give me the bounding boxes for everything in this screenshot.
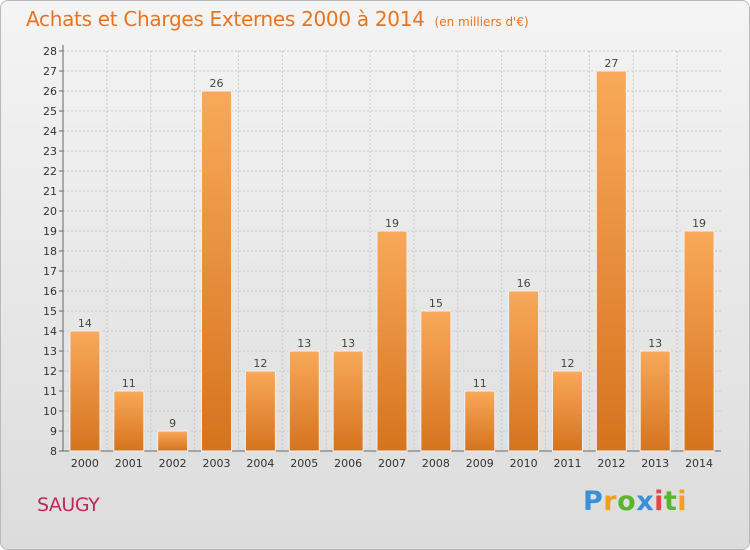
bar-2009 xyxy=(464,390,496,452)
proxiti-logo: Proxiti xyxy=(583,486,688,517)
x-tick-label-2007: 2007 xyxy=(378,457,406,470)
y-tick-label: 23 xyxy=(43,145,57,158)
y-tick-label: 17 xyxy=(43,265,57,278)
value-label-2007: 19 xyxy=(385,217,399,230)
x-tick-label-2009: 2009 xyxy=(466,457,494,470)
x-tick-label-2001: 2001 xyxy=(115,457,143,470)
bar-2014 xyxy=(683,230,715,452)
bar-2005 xyxy=(288,350,320,452)
y-tick-label: 21 xyxy=(43,185,57,198)
x-tick-label-2004: 2004 xyxy=(246,457,274,470)
y-tick-label: 26 xyxy=(43,85,57,98)
y-tick-label: 9 xyxy=(50,425,57,438)
y-tick-label: 27 xyxy=(43,65,57,78)
y-tick-label: 19 xyxy=(43,225,57,238)
value-label-2011: 12 xyxy=(560,357,574,370)
x-tick-label-2000: 2000 xyxy=(71,457,99,470)
bar-2007 xyxy=(376,230,408,452)
chart-title: Achats et Charges Externes 2000 à 2014 (e… xyxy=(26,7,529,31)
bar-2013 xyxy=(639,350,671,452)
value-label-2009: 11 xyxy=(473,377,487,390)
value-label-2000: 14 xyxy=(78,317,92,330)
chart-subtitle: (en milliers d'€) xyxy=(434,15,529,29)
value-label-2012: 27 xyxy=(604,57,618,70)
y-tick-label: 20 xyxy=(43,205,57,218)
value-label-2004: 12 xyxy=(253,357,267,370)
value-label-2010: 16 xyxy=(517,277,531,290)
x-tick-label-2008: 2008 xyxy=(422,457,450,470)
value-label-2013: 13 xyxy=(648,337,662,350)
value-label-2008: 15 xyxy=(429,297,443,310)
y-tick-label: 15 xyxy=(43,305,57,318)
value-label-2001: 11 xyxy=(122,377,136,390)
y-tick-label: 14 xyxy=(43,325,57,338)
y-tick-label: 12 xyxy=(43,365,57,378)
value-label-2003: 26 xyxy=(210,77,224,90)
value-label-2005: 13 xyxy=(297,337,311,350)
value-label-2002: 9 xyxy=(169,417,176,430)
y-tick-label: 8 xyxy=(50,445,57,458)
x-tick-label-2012: 2012 xyxy=(597,457,625,470)
y-tick-label: 25 xyxy=(43,105,57,118)
x-tick-label-2010: 2010 xyxy=(510,457,538,470)
y-tick-label: 22 xyxy=(43,165,57,178)
bar-2008 xyxy=(420,310,452,452)
y-tick-label: 28 xyxy=(43,45,57,58)
x-tick-label-2013: 2013 xyxy=(641,457,669,470)
bar-2001 xyxy=(113,390,145,452)
value-label-2006: 13 xyxy=(341,337,355,350)
x-tick-label-2011: 2011 xyxy=(553,457,581,470)
y-tick-label: 24 xyxy=(43,125,57,138)
bar-2012 xyxy=(595,70,627,452)
x-tick-label-2002: 2002 xyxy=(159,457,187,470)
bar-2004 xyxy=(244,370,276,452)
bars xyxy=(69,70,715,452)
y-tick-label: 16 xyxy=(43,285,57,298)
chart-title-text: Achats et Charges Externes 2000 à 2014 xyxy=(26,7,425,31)
y-tick-label: 11 xyxy=(43,385,57,398)
y-tick-label: 10 xyxy=(43,405,57,418)
x-tick-label-2005: 2005 xyxy=(290,457,318,470)
bar-2010 xyxy=(508,290,540,452)
bar-2003 xyxy=(201,90,233,452)
place-name: SAUGY xyxy=(37,494,100,516)
y-tick-label: 13 xyxy=(43,345,57,358)
bar-2002 xyxy=(157,430,189,452)
x-tick-label-2006: 2006 xyxy=(334,457,362,470)
x-tick-label-2014: 2014 xyxy=(685,457,713,470)
y-tick-label: 18 xyxy=(43,245,57,258)
bar-2011 xyxy=(551,370,583,452)
x-tick-label-2003: 2003 xyxy=(203,457,231,470)
bar-2000 xyxy=(69,330,101,452)
bar-2006 xyxy=(332,350,364,452)
value-label-2014: 19 xyxy=(692,217,706,230)
labels: 8 9 10 11 12 13 14 15 16 17 18 19 20 21 22 23 24 25 26 27 28… xyxy=(43,45,713,470)
